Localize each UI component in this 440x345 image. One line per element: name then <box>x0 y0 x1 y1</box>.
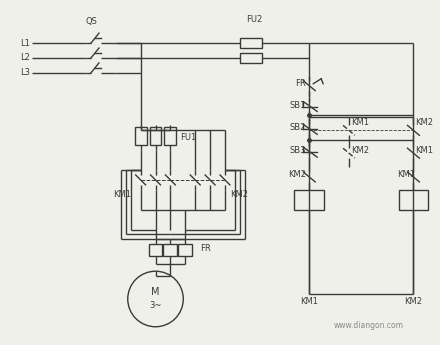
Text: KM1: KM1 <box>113 190 131 199</box>
Text: FU1: FU1 <box>180 133 197 142</box>
Text: 3~: 3~ <box>149 302 162 310</box>
Text: M: M <box>151 287 160 297</box>
Text: KM2: KM2 <box>404 297 422 306</box>
Bar <box>399 190 428 210</box>
Text: QS: QS <box>85 17 97 26</box>
Bar <box>163 244 177 256</box>
Text: L2: L2 <box>20 53 29 62</box>
Text: L1: L1 <box>20 39 29 48</box>
Text: SB3: SB3 <box>290 146 306 155</box>
Text: FU2: FU2 <box>246 15 263 24</box>
Bar <box>165 127 176 145</box>
Text: SB2: SB2 <box>290 123 306 132</box>
Bar <box>135 127 147 145</box>
Text: KM1: KM1 <box>415 146 433 155</box>
Text: KM1: KM1 <box>300 297 318 306</box>
Bar <box>178 244 192 256</box>
Bar <box>240 38 262 48</box>
Text: FR: FR <box>200 244 211 253</box>
Text: SB1: SB1 <box>290 101 306 110</box>
Bar <box>294 190 324 210</box>
Text: L3: L3 <box>20 68 29 77</box>
Text: KM2: KM2 <box>230 190 248 199</box>
Text: FR: FR <box>296 79 306 88</box>
Bar <box>240 53 262 63</box>
Bar <box>150 127 161 145</box>
Bar <box>149 244 162 256</box>
Text: KM1: KM1 <box>351 118 369 127</box>
Text: KM2: KM2 <box>288 170 306 179</box>
Text: KM2: KM2 <box>351 146 369 155</box>
Text: KM2: KM2 <box>415 118 433 127</box>
Text: www.diangon.com: www.diangon.com <box>334 321 404 330</box>
Text: KM1: KM1 <box>397 170 415 179</box>
